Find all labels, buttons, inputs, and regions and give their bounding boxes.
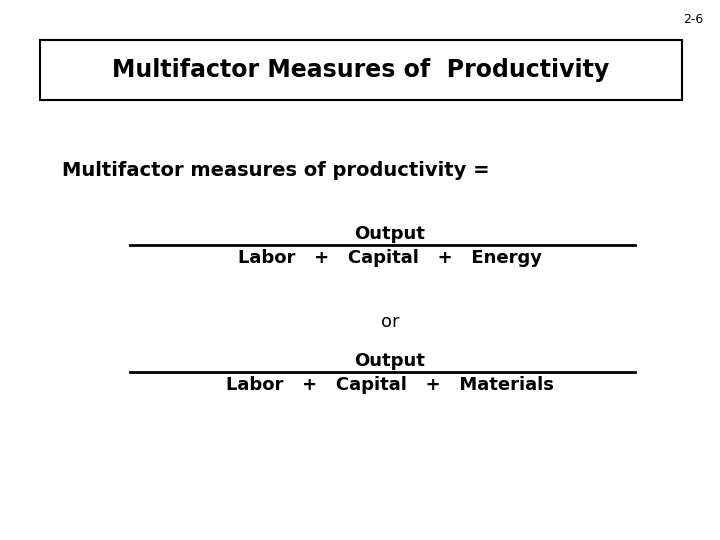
Text: 2-6: 2-6 (683, 13, 703, 26)
Text: or: or (381, 313, 400, 331)
Text: Multifactor Measures of  Productivity: Multifactor Measures of Productivity (112, 58, 610, 82)
Text: Output: Output (354, 352, 426, 370)
Text: Multifactor measures of productivity =: Multifactor measures of productivity = (62, 160, 490, 179)
Text: Output: Output (354, 225, 426, 243)
FancyBboxPatch shape (40, 40, 682, 100)
Text: Labor   +   Capital   +   Materials: Labor + Capital + Materials (226, 376, 554, 394)
Text: Labor   +   Capital   +   Energy: Labor + Capital + Energy (238, 249, 542, 267)
